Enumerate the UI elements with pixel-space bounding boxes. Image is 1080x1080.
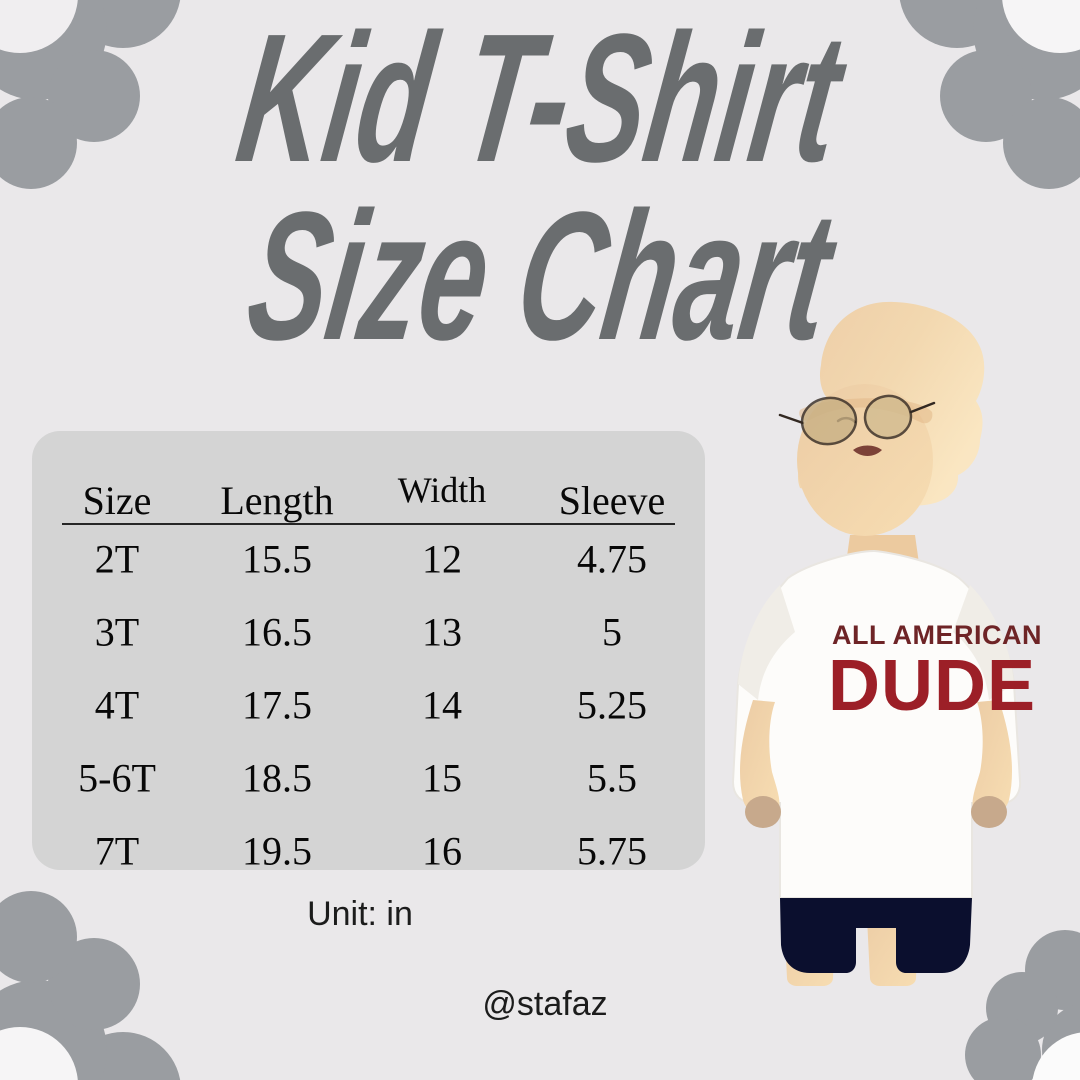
svg-text:DUDE: DUDE xyxy=(828,646,1036,726)
